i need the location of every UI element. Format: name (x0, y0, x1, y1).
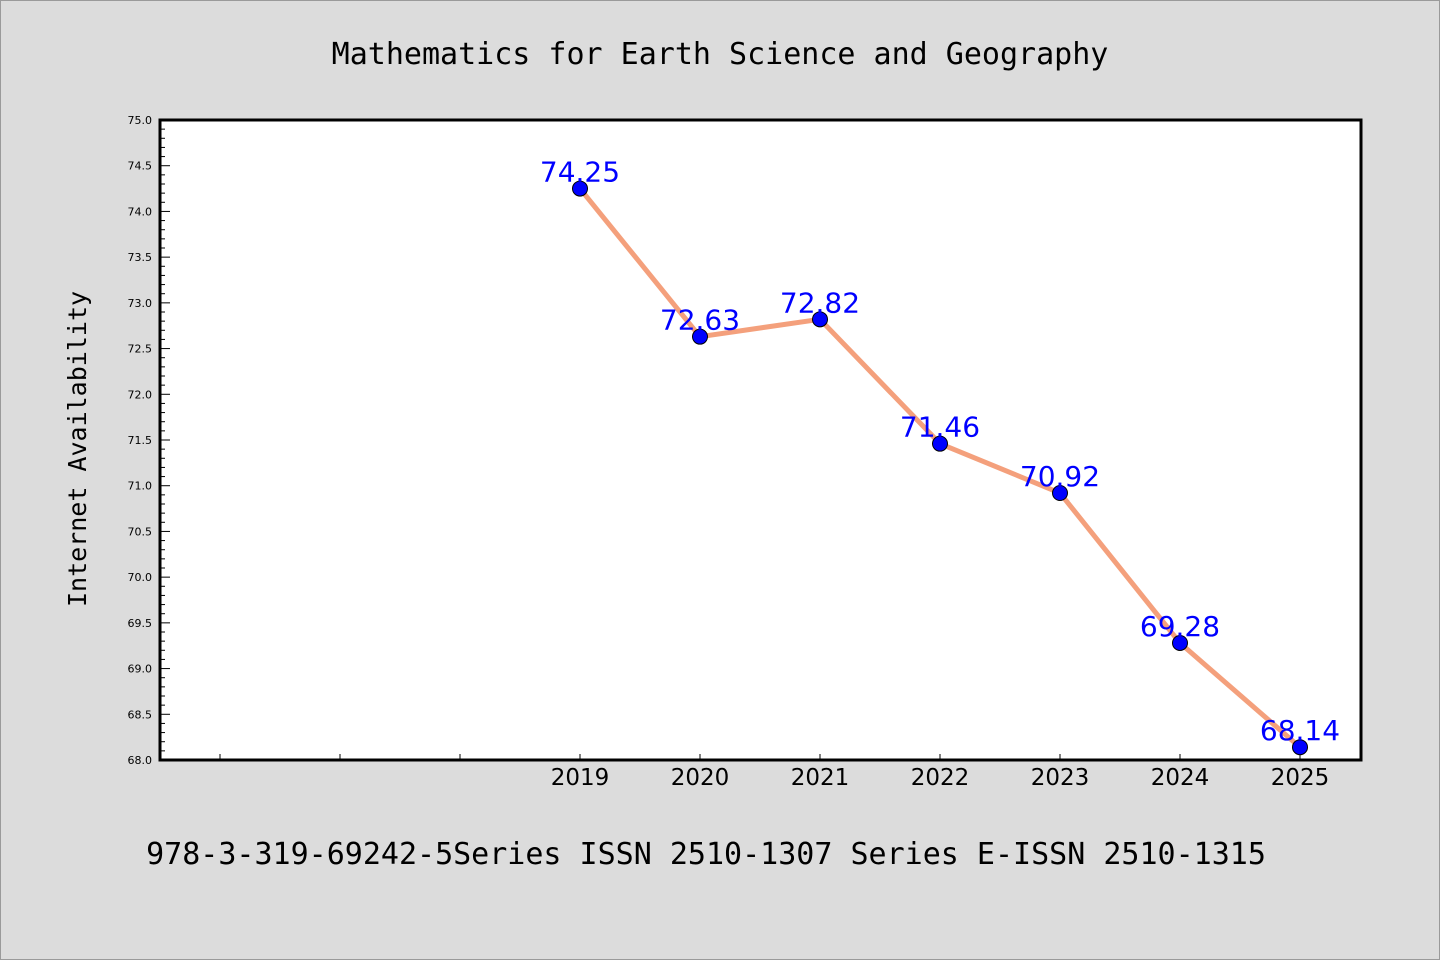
y-tick-label: 71.5 (128, 434, 153, 447)
data-point (812, 311, 828, 328)
data-label: 69.28 (1140, 610, 1220, 643)
x-axis: 2019 2020 2021 2022 2023 2024 2025 (219, 754, 1330, 791)
data-label: 72.82 (780, 286, 860, 319)
y-tick-label: 69.0 (128, 663, 153, 676)
y-tick-label: 69.5 (128, 617, 153, 630)
data-label: 72.63 (660, 304, 740, 337)
data-label: 71.46 (900, 411, 980, 444)
data-point (1172, 634, 1188, 651)
y-tick-label: 73.5 (128, 251, 153, 264)
footer-isbn: 978-3-319-69242-5Series ISSN 2510-1307 S… (146, 837, 1266, 872)
y-tick-label: 70.0 (128, 571, 153, 584)
x-tick-label: 2022 (911, 765, 970, 791)
y-tick-label: 75.0 (128, 114, 153, 127)
data-point (572, 180, 588, 197)
data-label: 74.25 (540, 156, 620, 189)
x-tick-label: 2020 (671, 765, 730, 791)
data-point (932, 435, 948, 452)
x-tick-label: 2019 (551, 765, 610, 791)
y-tick-label: 74.0 (128, 205, 153, 218)
x-tick-label: 2023 (1031, 765, 1090, 791)
y-tick-label: 68.0 (128, 754, 153, 767)
plot-area (160, 120, 1361, 760)
x-tick-label: 2021 (791, 765, 850, 791)
y-tick-label: 71.0 (128, 480, 153, 493)
data-labels: 74.25 72.63 72.82 71.46 70.92 69.28 68.14 (540, 156, 1340, 748)
x-tick-label: 2024 (1151, 765, 1210, 791)
series-markers (572, 180, 1308, 756)
x-tick-label: 2025 (1271, 765, 1330, 791)
data-point (692, 328, 708, 345)
y-tick-label: 70.5 (128, 525, 153, 538)
y-axis: 68.0 68.5 69.0 69.5 70.0 70.5 71.0 71.5 72.0 72.5… (128, 114, 170, 767)
y-tick-label: 72.5 (128, 343, 153, 356)
data-label: 68.14 (1260, 714, 1340, 747)
y-tick-label: 74.5 (128, 160, 153, 173)
plot-border (158, 118, 1363, 762)
chart-title: Mathematics for Earth Science and Geogra… (332, 37, 1109, 72)
data-label: 70.92 (1020, 460, 1100, 493)
y-tick-label: 73.0 (128, 297, 153, 310)
y-tick-label: 68.5 (128, 708, 153, 721)
y-tick-label: 72.0 (128, 388, 153, 401)
data-point (1052, 485, 1068, 502)
data-point (1292, 739, 1308, 756)
y-axis-label: Internet Availability (63, 291, 92, 607)
